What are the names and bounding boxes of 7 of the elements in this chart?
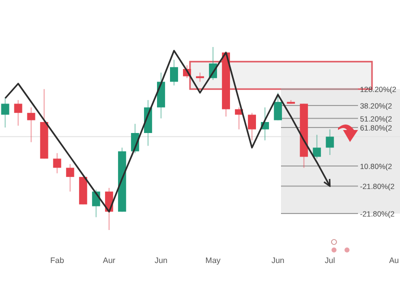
x-tick-label: Jun xyxy=(271,256,284,265)
x-tick-label: Au xyxy=(389,256,399,265)
x-tick-label: Fab xyxy=(50,256,65,265)
x-tick-label: Jul xyxy=(324,256,336,265)
x-tick-label: Aur xyxy=(102,256,116,265)
x-tick-label: May xyxy=(205,256,221,265)
x-tick-label: Jun xyxy=(154,256,168,265)
